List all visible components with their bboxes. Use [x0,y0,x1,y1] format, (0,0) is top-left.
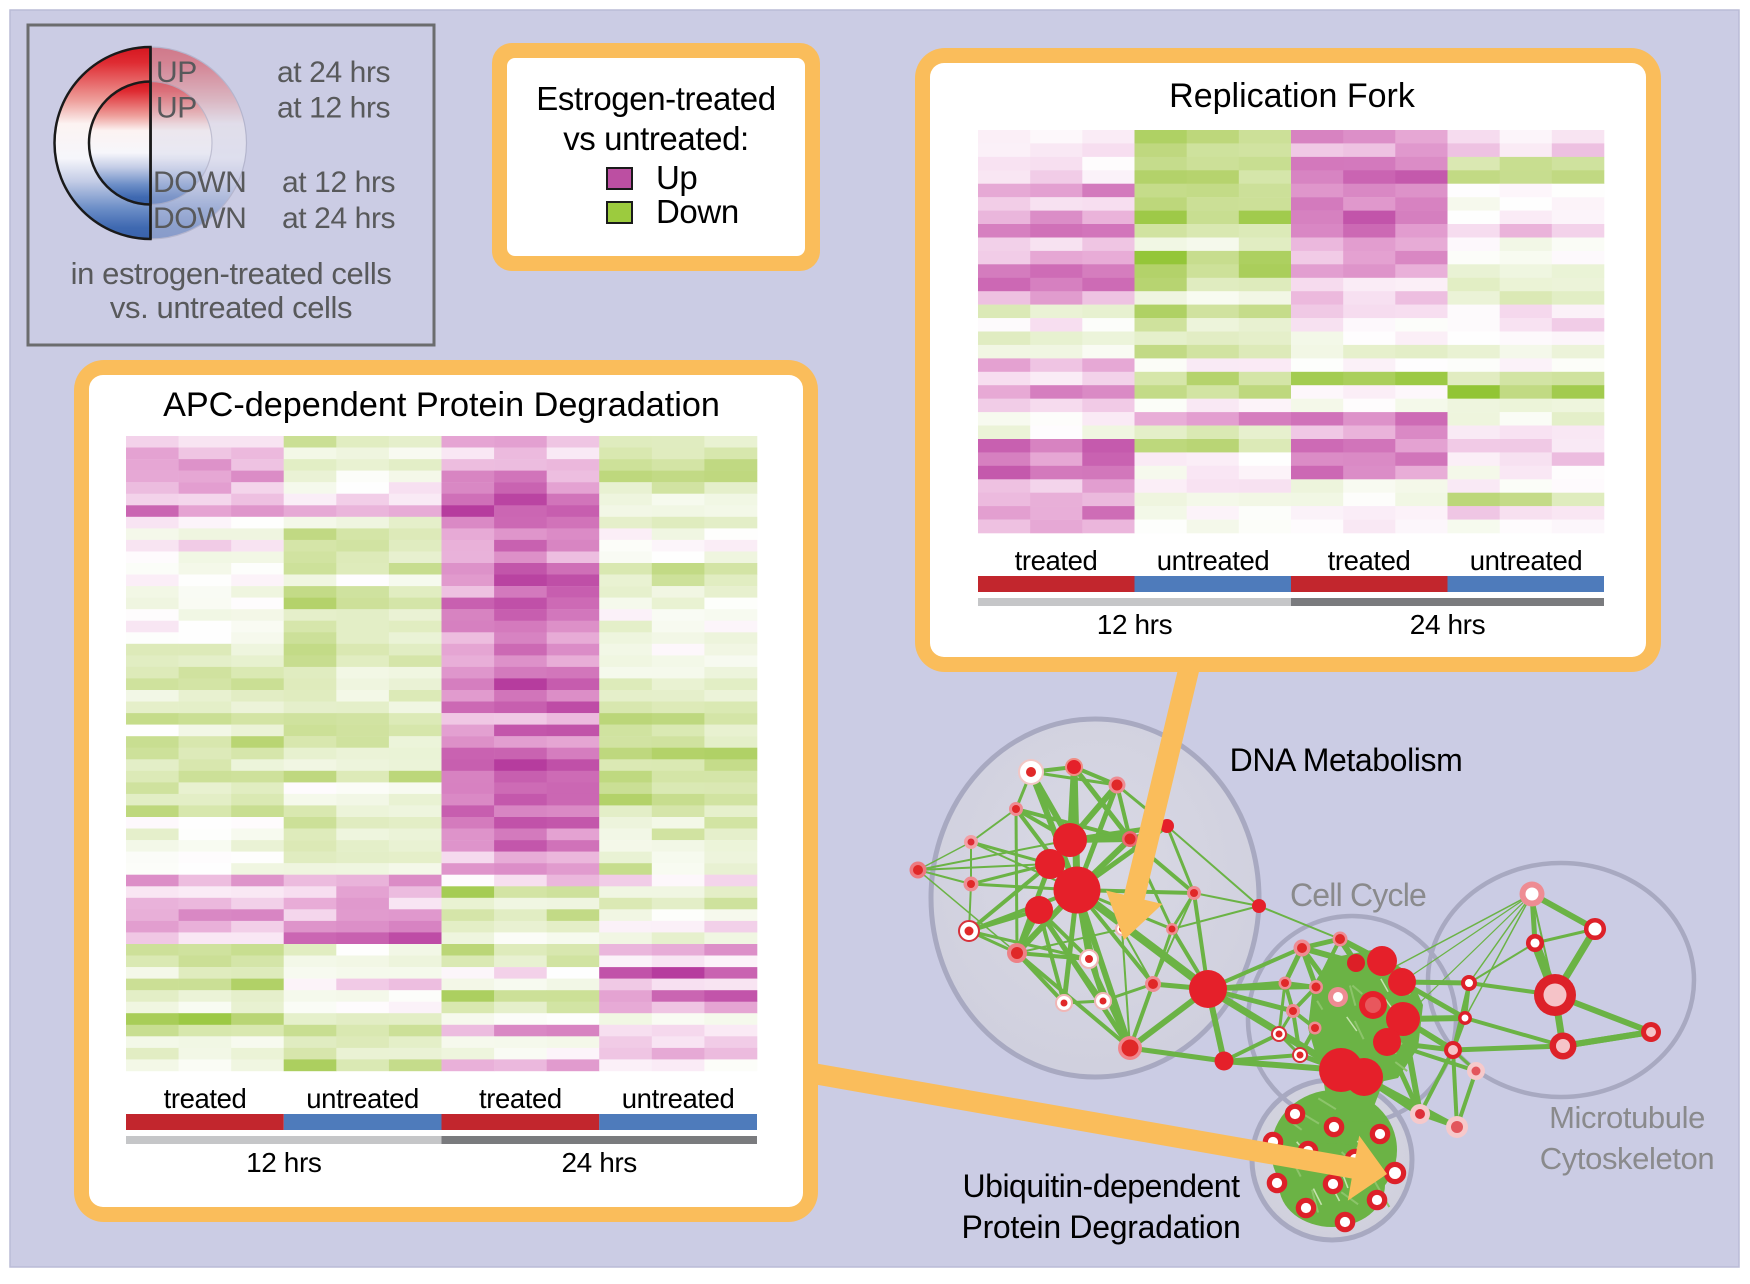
svg-text:untreated: untreated [1157,545,1270,576]
svg-text:untreated: untreated [622,1083,735,1114]
svg-text:treated: treated [1015,545,1098,576]
svg-text:Microtubule: Microtubule [1549,1100,1705,1135]
svg-text:APC-dependent Protein Degradat: APC-dependent Protein Degradation [163,386,720,424]
svg-text:Replication Fork: Replication Fork [1169,77,1416,115]
svg-text:at 24 hrs: at 24 hrs [277,56,390,89]
svg-text:untreated: untreated [1470,545,1583,576]
svg-text:treated: treated [164,1083,247,1114]
svg-text:24 hrs: 24 hrs [1410,609,1485,640]
svg-text:untreated: untreated [306,1083,419,1114]
svg-text:12 hrs: 12 hrs [246,1147,321,1178]
svg-text:Estrogen-treated: Estrogen-treated [536,80,775,117]
svg-text:Protein Degradation: Protein Degradation [962,1209,1241,1245]
svg-text:Cytoskeleton: Cytoskeleton [1540,1141,1714,1176]
svg-text:12 hrs: 12 hrs [1097,609,1172,640]
svg-text:treated: treated [1328,545,1411,576]
svg-text:Ubiquitin-dependent: Ubiquitin-dependent [963,1168,1241,1204]
svg-text:at 24 hrs: at 24 hrs [282,202,395,235]
svg-text:vs untreated:: vs untreated: [563,120,749,157]
svg-text:UP: UP [156,92,197,125]
svg-text:Down: Down [656,193,739,230]
svg-text:vs. untreated cells: vs. untreated cells [110,290,352,325]
svg-text:DNA Metabolism: DNA Metabolism [1230,742,1463,778]
svg-text:in estrogen-treated cells: in estrogen-treated cells [71,256,392,291]
svg-text:DOWN: DOWN [153,202,246,235]
svg-text:at 12 hrs: at 12 hrs [277,92,390,125]
svg-text:treated: treated [479,1083,562,1114]
svg-text:Up: Up [656,159,697,196]
svg-text:24 hrs: 24 hrs [561,1147,636,1178]
svg-text:UP: UP [156,56,197,89]
svg-text:DOWN: DOWN [153,166,246,199]
svg-text:at 12 hrs: at 12 hrs [282,166,395,199]
svg-text:Cell Cycle: Cell Cycle [1290,877,1426,913]
